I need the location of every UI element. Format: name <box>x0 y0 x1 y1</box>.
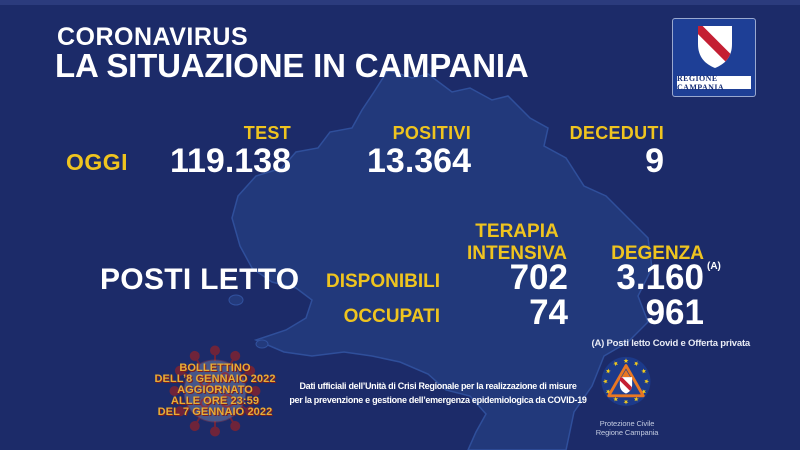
beds-footnote: (A) Posti letto Covid e Offerta privata <box>591 338 751 349</box>
terapia-label-line2: INTENSIVA <box>467 243 567 264</box>
beds-occupati-terapia-value: 74 <box>529 293 568 332</box>
beds-occupati-degenza-value: 961 <box>645 293 704 332</box>
protezione-civile-caption: Protezione Civile Regione Campania <box>577 419 677 437</box>
bulletin-line: DEL 7 GENNAIO 2022 <box>157 405 273 418</box>
virus-icon <box>169 345 261 437</box>
stat-test-value: 119.138 <box>169 142 291 180</box>
beds-row-disponibili-label: DISPONIBILI <box>325 271 440 292</box>
stat-test-label: TEST <box>243 123 291 143</box>
beds-column-terapia-intensiva: TERAPIA INTENSIVA <box>442 221 592 265</box>
top-accent-strip <box>0 0 800 5</box>
page-title-kicker: CORONAVIRUS <box>57 23 249 51</box>
regione-campania-logo: REGIONE CAMPANIA <box>672 18 756 97</box>
regione-campania-label-band: REGIONE CAMPANIA <box>677 73 751 92</box>
stat-positivi-label: POSITIVI <box>392 123 471 143</box>
today-label: OGGI <box>66 149 129 175</box>
terapia-label-line1: TERAPIA <box>475 221 559 242</box>
beds-row-occupati-label: OCCUPATI <box>343 306 440 327</box>
bulletin-line: DELL’8 GENNAIO 2022 <box>154 372 276 385</box>
protezione-civile-logo <box>601 356 651 406</box>
beds-column-degenza: DEGENZA <box>611 243 704 264</box>
bulletin-line: BOLLETTINO <box>179 362 251 374</box>
regione-campania-label: REGIONE CAMPANIA <box>677 73 725 92</box>
campania-shield-icon <box>698 26 732 68</box>
beds-disponibili-degenza-value: 3.160 <box>616 258 704 297</box>
beds-section-title: POSTI LETTO <box>100 263 300 296</box>
bulletin-line: ALLE ORE 23:59 <box>170 394 260 407</box>
protezione-civile-line1: Protezione Civile <box>599 419 655 428</box>
disclaimer-line1: Dati ufficiali dell’Unità di Crisi Regio… <box>299 381 577 391</box>
stat-test: TEST 119.138 <box>141 123 291 181</box>
stat-positivi: POSITIVI 13.364 <box>321 123 471 181</box>
degenza-footnote-marker: (A) <box>707 261 721 272</box>
stat-positivi-value: 13.364 <box>367 142 471 180</box>
stat-deceduti-label: DECEDUTI <box>569 123 664 143</box>
bulletin-line: AGGIORNATO <box>177 383 253 396</box>
official-data-disclaimer: Dati ufficiali dell’Unità di Crisi Regio… <box>278 380 598 407</box>
beds-disponibili-terapia-value: 702 <box>509 258 568 297</box>
stat-deceduti: DECEDUTI 9 <box>514 123 664 181</box>
bulletin-date-block: BOLLETTINO DELL’8 GENNAIO 2022 AGGIORNAT… <box>129 363 301 418</box>
disclaimer-line2: per la prevenzione e gestione dell’emerg… <box>289 394 587 405</box>
stat-deceduti-value: 9 <box>645 142 664 180</box>
protezione-civile-line2: Regione Campania <box>595 427 659 437</box>
page-title: LA SITUAZIONE IN CAMPANIA <box>55 47 529 84</box>
